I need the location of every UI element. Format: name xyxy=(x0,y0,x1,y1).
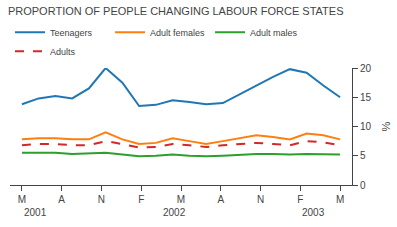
svg-text:2002: 2002 xyxy=(163,207,186,218)
svg-text:A: A xyxy=(58,194,65,205)
svg-text:%: % xyxy=(380,121,392,131)
svg-text:N: N xyxy=(257,194,264,205)
svg-text:10: 10 xyxy=(360,121,372,132)
svg-text:F: F xyxy=(138,194,144,205)
svg-text:Adult males: Adult males xyxy=(250,28,298,38)
svg-text:Teenagers: Teenagers xyxy=(50,28,93,38)
svg-text:M: M xyxy=(177,194,185,205)
svg-text:A: A xyxy=(217,194,224,205)
svg-text:2001: 2001 xyxy=(24,207,47,218)
svg-text:N: N xyxy=(98,194,105,205)
svg-text:M: M xyxy=(18,194,26,205)
svg-text:M: M xyxy=(336,194,344,205)
svg-text:PROPORTION OF PEOPLE CHANGING: PROPORTION OF PEOPLE CHANGING LABOUR FOR… xyxy=(8,5,344,17)
svg-text:2003: 2003 xyxy=(302,207,325,218)
svg-text:0: 0 xyxy=(360,180,366,191)
svg-text:5: 5 xyxy=(360,150,366,161)
svg-text:Adult females: Adult females xyxy=(150,28,205,38)
svg-text:Adults: Adults xyxy=(50,47,76,57)
svg-text:F: F xyxy=(297,194,303,205)
svg-text:20: 20 xyxy=(360,63,372,74)
svg-text:15: 15 xyxy=(360,92,372,103)
